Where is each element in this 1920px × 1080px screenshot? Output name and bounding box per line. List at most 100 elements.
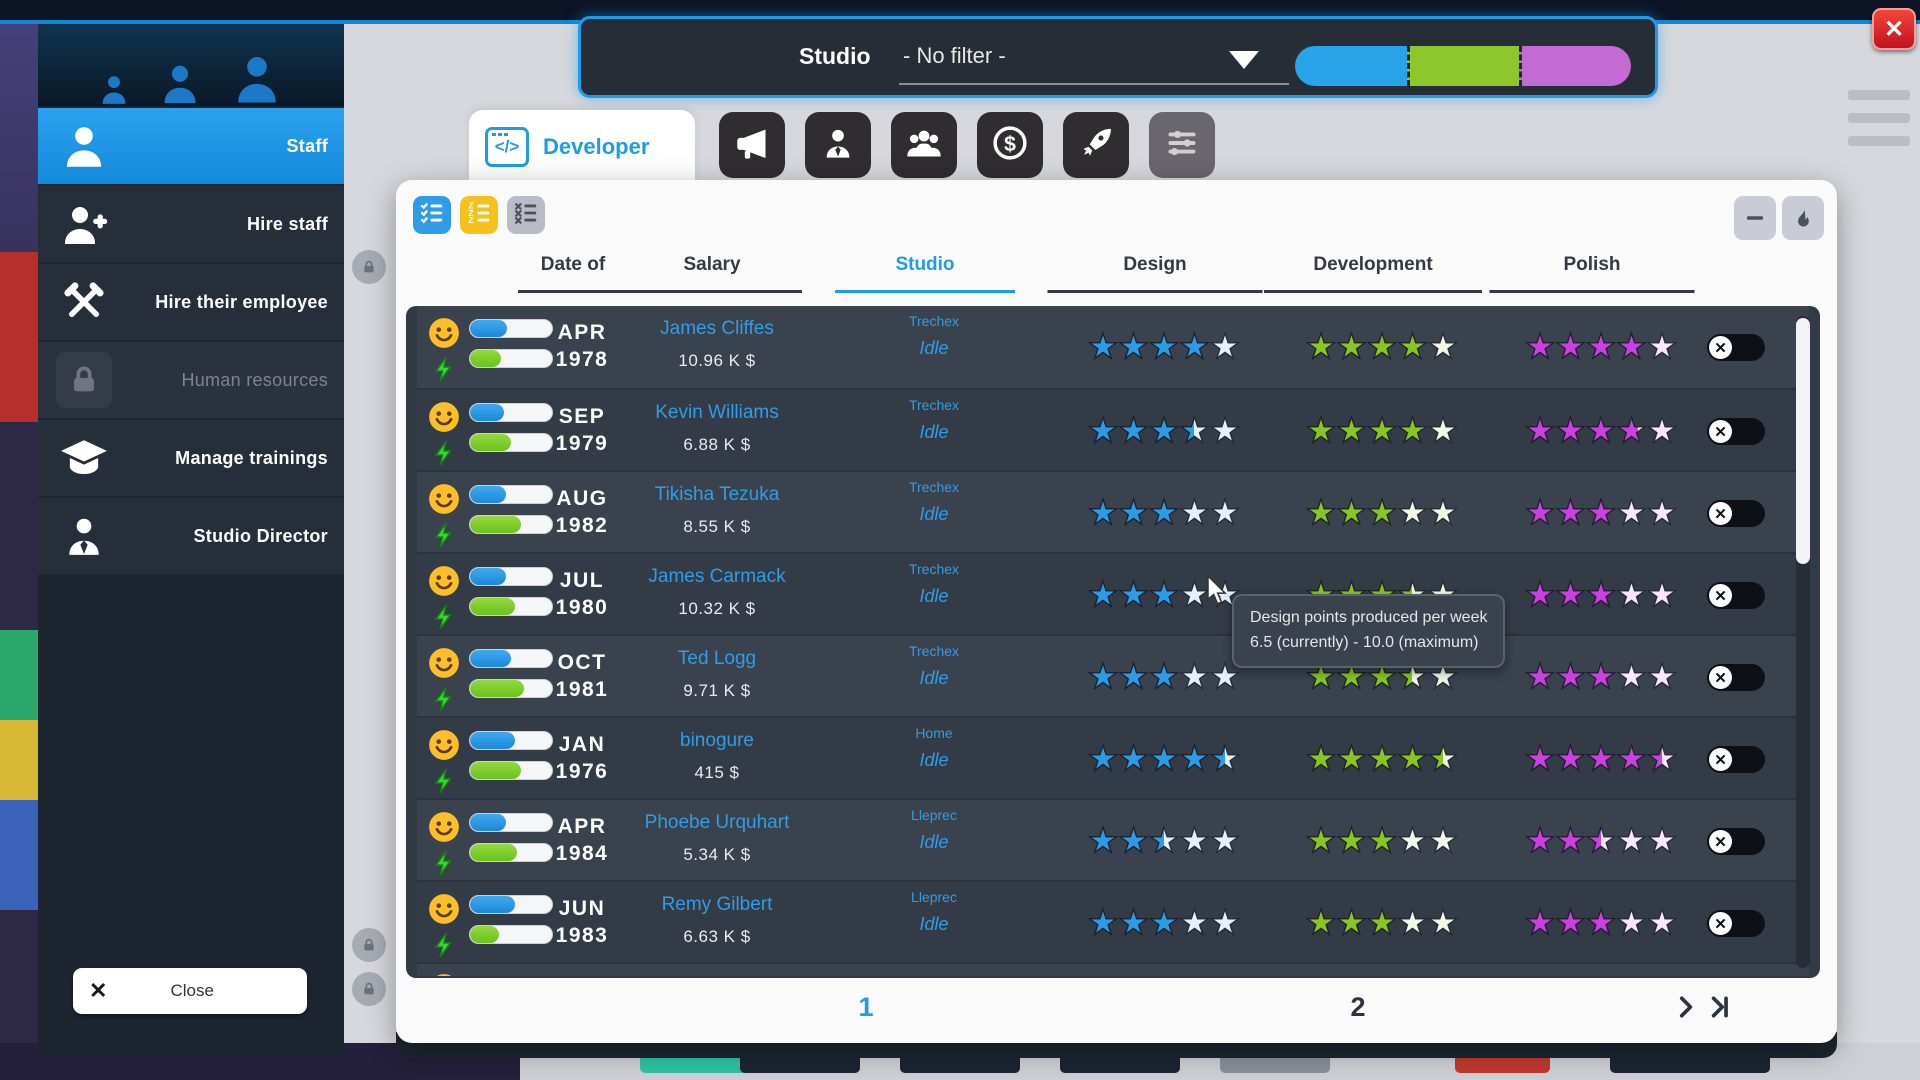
scrollbar-thumb[interactable]	[1796, 318, 1810, 564]
column-header-salary[interactable]: Salary	[683, 254, 741, 275]
star-icon: ★★	[1555, 903, 1587, 942]
tab-manager[interactable]	[805, 112, 871, 178]
energy-bar	[469, 761, 553, 780]
remove-employee-toggle[interactable]: ✕	[1707, 664, 1765, 691]
tab-developer[interactable]: </> Developer	[469, 110, 695, 184]
star-icon: ★★	[1585, 327, 1617, 366]
studio-name: Home	[915, 725, 953, 741]
tab-megaphone[interactable]	[719, 112, 785, 178]
employee-name[interactable]: James Carmack	[648, 566, 786, 587]
star-icon: ★	[1179, 493, 1211, 532]
column-header-polish[interactable]: Polish	[1563, 254, 1621, 275]
hire-date: SEP 1979	[555, 405, 609, 455]
remove-employee-toggle[interactable]: ✕	[1707, 910, 1765, 937]
mood-bar	[469, 649, 553, 668]
tab-rocket[interactable]	[1063, 112, 1129, 178]
finance-icon: $	[991, 124, 1029, 167]
remove-employee-toggle[interactable]: ✕	[1707, 334, 1765, 361]
next-page-button[interactable]	[1672, 994, 1698, 1025]
star-icon: ★★	[1148, 411, 1180, 450]
page-1-button[interactable]: 1	[858, 992, 874, 1022]
employee-name[interactable]: Tikisha Tezuka	[654, 484, 780, 505]
sidebar-item-label: Staff	[286, 135, 328, 156]
star-icon: ★★	[1397, 739, 1429, 778]
column-header-development[interactable]: Development	[1313, 254, 1433, 275]
last-page-button[interactable]	[1706, 994, 1732, 1025]
graduation-cap-icon	[38, 433, 130, 483]
star-icon: ★★	[1087, 821, 1119, 860]
star-icon: ★★	[1118, 493, 1150, 532]
sidebar-item-hire-their-employee[interactable]: Hire their employee	[38, 264, 344, 340]
employee-name[interactable]: Remy Gilbert	[661, 894, 773, 915]
development-rating: ★ ★ ★ ★ ★ ★ ★ ★	[1267, 493, 1497, 532]
column-header-studio[interactable]: Studio	[895, 254, 955, 275]
sidebar-item-label: Hire staff	[246, 213, 328, 234]
polish-rating: ★★★★★★★★	[1486, 821, 1716, 860]
studio-filter-bar: Studio - No filter -	[578, 16, 1658, 98]
column-header-design[interactable]: Design	[1123, 254, 1187, 275]
staff-sidebar: Staff Hire staff Hire their employee Hum…	[38, 24, 344, 1056]
distribution-segment-2[interactable]	[1519, 46, 1631, 86]
star-icon: ★	[1397, 821, 1429, 860]
star-icon: ★	[1179, 821, 1211, 860]
star-icon: ★★	[1524, 903, 1556, 942]
studio-filter-dropdown[interactable]: - No filter -	[903, 43, 1006, 68]
employee-name[interactable]: Phoebe Urquhart	[644, 812, 790, 833]
star-icon: ★	[1427, 903, 1459, 942]
close-window-button[interactable]: ✕	[1872, 8, 1916, 50]
circle-x-icon: ✕	[1709, 502, 1732, 525]
employee-name[interactable]: Ted Logg	[677, 648, 757, 669]
table-row: AUG 1982 Tikisha Tezuka 8.55 K $ Trechex …	[417, 470, 1809, 552]
employee-salary: 10.32 K $	[678, 599, 756, 618]
fire-employee-button[interactable]	[1782, 196, 1824, 240]
view-toggle-cross-list[interactable]	[507, 196, 545, 234]
page-2-button[interactable]: 2	[1350, 992, 1366, 1022]
distribution-segment-1[interactable]	[1407, 46, 1519, 86]
employee-name[interactable]: binogure	[680, 730, 754, 751]
sidebar-item-label: Studio Director	[193, 525, 328, 546]
chevron-down-icon[interactable]	[1229, 51, 1259, 69]
star-icon: ★★	[1555, 327, 1587, 366]
mood-smiley-icon	[429, 812, 459, 842]
work-distribution-bar[interactable]	[1295, 46, 1631, 86]
sidebar-item-manage-trainings[interactable]: Manage trainings	[38, 420, 344, 496]
employee-name[interactable]: James Cliffes	[660, 318, 774, 339]
sidebar-item-studio-director[interactable]: Studio Director	[38, 498, 344, 574]
studio-name: Trechex	[908, 561, 960, 577]
star-icon: ★★	[1087, 411, 1119, 450]
tab-settings[interactable]	[1149, 112, 1215, 178]
star-icon: ★★	[1118, 657, 1150, 696]
remove-employee-toggle[interactable]: ✕	[1707, 582, 1765, 609]
sidebar-item-hire-staff[interactable]: Hire staff	[38, 186, 344, 262]
close-panel-button[interactable]: ✕ Close	[73, 968, 307, 1014]
remove-employee-toggle[interactable]: ✕	[1707, 828, 1765, 855]
star-icon: ★★	[1555, 657, 1587, 696]
tab-developer-label: Developer	[543, 134, 650, 159]
star-icon: ★★	[1585, 739, 1617, 778]
column-header-date-of[interactable]: Date of	[540, 254, 606, 275]
table-scrollbar[interactable]	[1796, 316, 1810, 968]
minus-icon	[1747, 216, 1763, 220]
collapse-button[interactable]	[1734, 196, 1776, 240]
employee-name[interactable]: Kevin Williams	[655, 402, 779, 423]
employee-salary: 9.71 K $	[683, 681, 751, 700]
sidebar-item-staff[interactable]: Staff	[38, 108, 344, 184]
crossed-tools-icon	[38, 278, 130, 326]
backdrop-left-strip	[0, 24, 38, 1043]
remove-employee-toggle[interactable]: ✕	[1707, 500, 1765, 527]
energy-bar	[469, 597, 553, 616]
remove-employee-toggle[interactable]: ✕	[1707, 418, 1765, 445]
development-rating: ★★★★★★★★★	[1267, 411, 1497, 450]
tab-team[interactable]	[891, 112, 957, 178]
sidebar-item-human-resources: Human resources	[38, 342, 344, 418]
star-icon: ★★	[1616, 411, 1648, 450]
remove-employee-toggle[interactable]: ✕	[1707, 746, 1765, 773]
distribution-segment-0[interactable]	[1295, 46, 1407, 86]
settings-icon	[1164, 125, 1200, 166]
view-toggle-checklist[interactable]	[413, 196, 451, 234]
circle-x-icon: ✕	[1709, 584, 1732, 607]
tab-finance[interactable]: $	[977, 112, 1043, 178]
megaphone-icon	[734, 125, 770, 166]
star-icon: ★	[1397, 903, 1429, 942]
